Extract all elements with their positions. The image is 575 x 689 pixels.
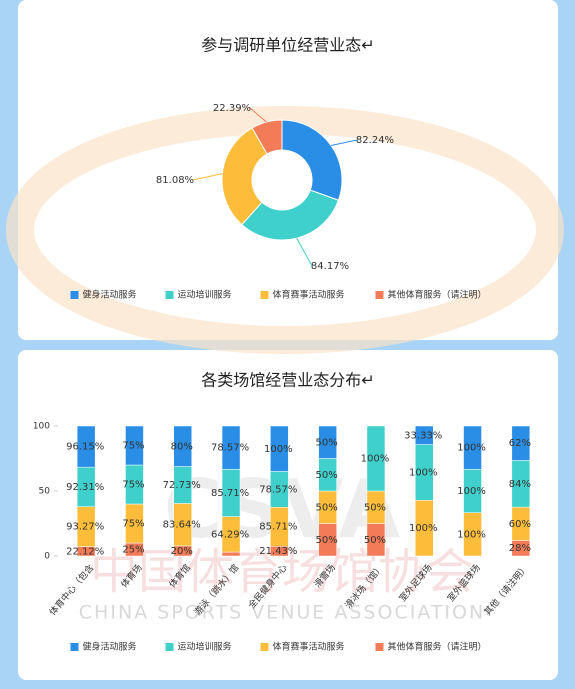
bar-segment	[415, 425, 434, 445]
legend-label: 其他体育服务（请注明）	[388, 641, 487, 653]
bar-segment	[270, 425, 289, 472]
card	[18, 0, 558, 340]
data-label: 75%	[122, 480, 144, 491]
data-label: 81.08%	[156, 175, 194, 186]
donut-slice	[221, 127, 268, 226]
data-label: 50%	[316, 470, 338, 481]
data-label: 78.57%	[211, 443, 249, 454]
data-label: 60%	[509, 519, 531, 530]
legend-swatch	[165, 643, 174, 651]
leader-line	[330, 139, 358, 146]
data-label: 62%	[509, 438, 531, 449]
data-label: 80%	[171, 441, 193, 452]
data-label: 50%	[316, 502, 338, 513]
data-label: 22.12%	[66, 546, 104, 557]
legend-label: 运动培训服务	[178, 289, 232, 301]
donut-slice	[281, 119, 343, 201]
bar-segment	[125, 425, 144, 466]
data-label: 50%	[364, 502, 386, 513]
data-label: 28%	[509, 543, 531, 554]
legend-label: 体育赛事活动服务	[273, 289, 345, 301]
legend-swatch	[375, 643, 384, 651]
bar-segment	[366, 425, 386, 492]
legend-label: 健身活动服务	[83, 641, 137, 653]
data-label: 50%	[364, 535, 386, 546]
data-label: 100%	[264, 444, 293, 455]
legend-swatch	[260, 643, 269, 651]
data-label: 100%	[361, 454, 390, 465]
data-label: 92.31%	[66, 482, 104, 493]
legend-label: 健身活动服务	[83, 289, 137, 301]
data-label: 75%	[122, 441, 144, 452]
leader-line	[296, 237, 313, 267]
watermark: CHINA SPORTS VENUE ASSOCIATION	[79, 602, 485, 624]
legend-swatch	[260, 291, 269, 299]
data-label: 100%	[409, 523, 438, 534]
legend-swatch	[165, 291, 174, 299]
bar-segment	[221, 551, 241, 557]
data-label: 85.71%	[211, 488, 249, 499]
data-label: 100%	[457, 486, 486, 497]
data-label: 84%	[509, 479, 531, 490]
data-label: 78.57%	[259, 484, 297, 495]
data-label: 20%	[171, 546, 193, 557]
legend-label: 体育赛事活动服务	[273, 641, 345, 653]
data-label: 50%	[316, 535, 338, 546]
data-label: 84.17%	[311, 261, 349, 272]
y-tick-label: 100	[33, 422, 50, 432]
legend-label: 其他体育服务（请注明）	[388, 289, 487, 301]
data-label: 100%	[457, 529, 486, 540]
leader-line	[249, 107, 267, 123]
data-label: 50%	[316, 437, 338, 448]
data-label: 75%	[122, 519, 144, 530]
bar-segment	[221, 425, 241, 470]
legend-swatch	[70, 643, 79, 651]
data-label: 22.39%	[213, 103, 251, 114]
bar-segment	[511, 425, 531, 461]
data-label: 21.43%	[259, 546, 297, 557]
bar-segment	[318, 425, 337, 459]
data-label: 82.24%	[356, 135, 394, 146]
data-label: 72.73%	[163, 480, 201, 491]
bar-segment	[463, 425, 482, 470]
data-label: 96.15%	[66, 442, 104, 453]
legend-swatch	[375, 291, 384, 299]
leader-line	[192, 173, 223, 181]
chart-title: 参与调研单位经营业态↵	[201, 36, 374, 55]
donut-slice	[251, 119, 283, 155]
y-tick-label: 0	[44, 552, 50, 562]
legend-swatch	[70, 291, 79, 299]
data-label: 83.64%	[163, 520, 201, 531]
data-label: 64.29%	[211, 529, 249, 540]
data-label: 100%	[457, 443, 486, 454]
y-tick-label: 50	[39, 487, 51, 497]
donut-slice	[241, 189, 340, 241]
bar-segment	[173, 425, 192, 467]
data-label: 85.71%	[259, 522, 297, 533]
data-label: 25%	[122, 545, 144, 556]
chart-title: 各类场馆经营业态分布↵	[201, 371, 374, 390]
data-label: 100%	[409, 467, 438, 478]
data-label: 93.27%	[66, 522, 104, 533]
legend-label: 运动培训服务	[178, 641, 232, 653]
data-label: 33.33%	[404, 430, 442, 441]
bar-segment	[76, 425, 96, 468]
